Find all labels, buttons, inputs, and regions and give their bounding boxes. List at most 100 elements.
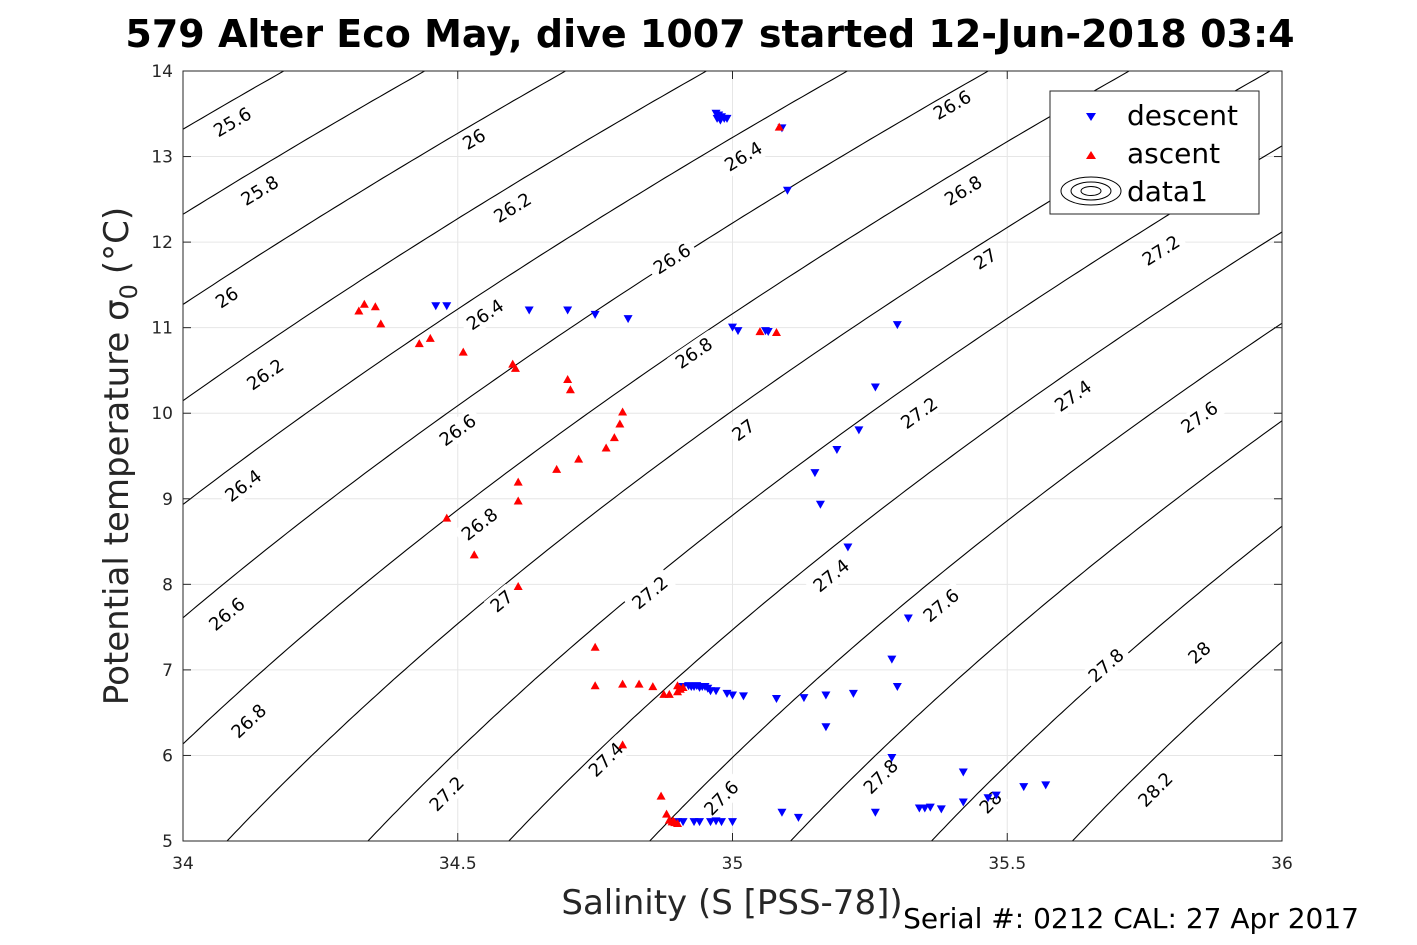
contour-label-bg <box>200 589 254 639</box>
descent-point <box>983 794 993 803</box>
contour-label-bg <box>696 772 747 824</box>
ascent-point <box>664 689 674 698</box>
contour-label-bg <box>645 236 700 282</box>
contour-label-bg <box>458 291 513 338</box>
descent-point <box>782 186 792 195</box>
descent-point <box>728 323 737 332</box>
contour-label-bg <box>855 751 907 803</box>
contour-label-bg <box>453 500 507 549</box>
descent-point <box>843 543 853 552</box>
ascent-point <box>552 464 562 473</box>
x-tick-label: 36 <box>1271 854 1293 874</box>
descent-point <box>717 818 727 827</box>
contour-label-bg <box>216 462 270 510</box>
contour-label-bg <box>456 122 492 156</box>
ascent-point <box>648 682 658 691</box>
y-tick-label: 14 <box>151 62 173 82</box>
descent-point <box>815 500 825 509</box>
descent-point <box>590 310 600 319</box>
ascent-point <box>425 333 435 342</box>
y-axis-label-subscript: 0 <box>115 284 143 299</box>
descent-point <box>738 692 748 701</box>
ascent-point <box>618 407 628 416</box>
ascent-point <box>563 375 573 383</box>
y-tick-label: 5 <box>162 832 173 852</box>
ascent-point <box>574 454 584 463</box>
y-axis-ticks: 5 6 7 8 9 10 11 12 13 14 <box>151 62 1282 852</box>
descent-point <box>832 446 842 455</box>
descent-point <box>892 683 902 691</box>
ascent-point <box>469 550 479 559</box>
x-tick-label: 35.5 <box>988 854 1026 874</box>
contour-label-bg <box>1080 640 1133 691</box>
descent-point <box>706 818 716 827</box>
contour-line <box>183 71 707 402</box>
descent-point <box>715 116 725 125</box>
legend-contour-marker <box>1060 176 1122 206</box>
contour-label-bg <box>1130 764 1182 816</box>
chart-title: 579 Alter Eco May, dive 1007 started 12-… <box>125 12 1294 56</box>
contour-line <box>183 71 566 306</box>
contour-line <box>183 71 848 506</box>
contour-line <box>183 71 989 619</box>
contour-line <box>931 525 1282 841</box>
descent-point <box>821 691 831 700</box>
contour-label-bg <box>925 83 980 128</box>
descent-point <box>1019 783 1029 792</box>
contour-label-bg <box>485 185 540 231</box>
y-tick-label: 7 <box>162 661 173 681</box>
ascent-point <box>513 477 523 486</box>
descent-point <box>854 426 864 435</box>
contour-label-bg <box>1046 372 1100 420</box>
descent-point <box>777 808 787 817</box>
contour-label-bg <box>421 768 473 820</box>
y-tick-label: 8 <box>162 575 173 595</box>
contour-label-bg <box>1134 227 1189 274</box>
y-tick-label: 13 <box>151 148 173 168</box>
descent-point <box>848 689 858 698</box>
contour-label-bg <box>967 242 1004 277</box>
contour-line <box>649 322 1282 841</box>
legend-ascent-label: ascent <box>1127 137 1220 170</box>
descent-point <box>991 791 1001 800</box>
descent-point <box>524 306 534 315</box>
descent-point <box>728 691 737 700</box>
descent-point <box>799 694 809 703</box>
ascent-point <box>359 299 369 308</box>
contour-label-bg <box>232 168 287 214</box>
x-tick-label: 34 <box>172 854 194 874</box>
contour-label-bg <box>915 581 968 631</box>
y-axis-label-main: Potential temperature σ <box>97 299 137 705</box>
contour-label-bg <box>667 330 721 377</box>
ascent-point <box>673 819 683 828</box>
ascent-point <box>771 327 781 336</box>
contour-label-bg <box>205 100 260 145</box>
contour-line <box>790 420 1282 841</box>
contour-line <box>1072 641 1282 841</box>
descent-point <box>887 655 897 664</box>
legend: descent ascent data1 <box>1049 90 1260 215</box>
ascent-point <box>774 122 784 131</box>
ascent-point <box>376 319 386 328</box>
descent-point <box>563 306 573 315</box>
descent-point <box>1041 781 1051 790</box>
descent-point <box>711 687 721 696</box>
descent-point <box>763 327 773 336</box>
legend-descent-marker <box>1086 113 1096 121</box>
ascent-point <box>615 419 625 428</box>
data-points <box>354 109 1051 828</box>
descent-point <box>821 723 831 732</box>
y-tick-label: 11 <box>151 319 173 339</box>
ascent-point <box>442 513 452 522</box>
descent-point <box>892 321 902 330</box>
descent-point <box>903 614 913 623</box>
contour-label-bg <box>936 168 991 214</box>
serial-calibration-note: Serial #: 0212 CAL: 27 Apr 2017 <box>903 902 1359 935</box>
ascent-point <box>609 433 619 442</box>
svg-text:Potential temperature σ0(°C): Potential temperature σ0 (°C) <box>97 207 143 705</box>
contour-line <box>183 71 425 215</box>
ascent-point <box>755 327 765 336</box>
descent-point <box>695 818 705 827</box>
contour-label-bg <box>223 696 275 747</box>
y-tick-label: 6 <box>162 746 173 766</box>
